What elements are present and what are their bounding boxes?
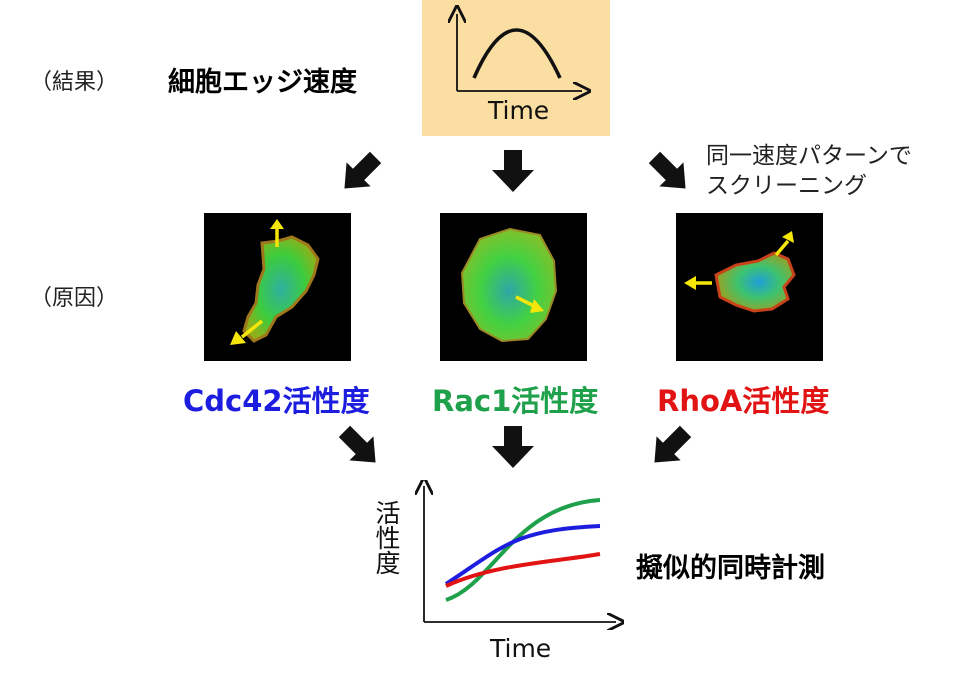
rhoa-cell-image [676,213,823,361]
down-arrow-icon [492,426,534,468]
down-arrow-icon [492,150,534,192]
edge-speed-graph-box [422,0,610,136]
time-label-top: Time [488,96,550,125]
screening-note-line1: 同一速度パターンで [706,143,912,169]
down-right-arrow-icon [648,151,686,189]
down-left-arrow-icon [344,151,382,189]
rhoa-curve [445,552,601,588]
cdc42-cell-image [204,213,351,361]
speed-curve [472,28,562,79]
cdc42-curve [444,524,601,586]
rac1-label: Rac1活性度 [432,384,599,418]
down-left-arrow-icon [654,425,692,463]
yellow-arrow-icon [774,239,790,257]
down-right-arrow-icon [338,425,376,463]
time-label-bottom: Time [490,634,552,663]
rac1-curve [445,498,601,602]
cause-label: （原因） [30,286,119,311]
yellow-arrow-icon [240,319,264,339]
activity-graph [404,480,624,630]
edge-speed-title: 細胞エッジ速度 [168,67,357,98]
rhoa-label: RhoA活性度 [657,384,830,418]
simultaneous-title: 擬似的同時計測 [636,553,825,584]
rac1-cell-image [440,213,587,361]
edge-speed-graph [422,0,610,136]
result-label: （結果） [30,70,119,95]
screening-note-line2: スクリーニング [706,173,867,199]
activity-axis-label: 活性度 [372,500,401,575]
cdc42-label: Cdc42活性度 [183,384,370,418]
